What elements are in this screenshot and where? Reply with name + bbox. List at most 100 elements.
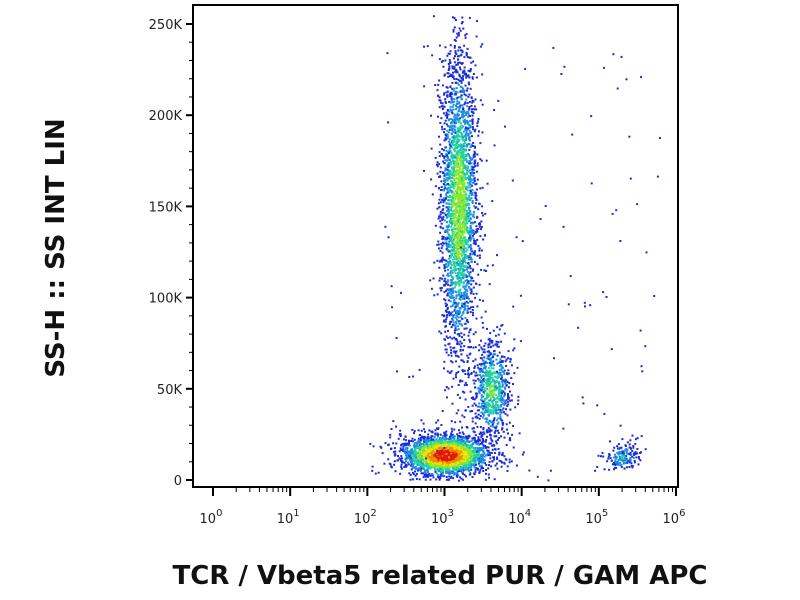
event-dot [434, 470, 437, 473]
event-dot [450, 326, 453, 329]
event-dot [467, 372, 470, 375]
event-dot [445, 248, 448, 251]
event-dot [437, 473, 440, 476]
event-dot [466, 121, 469, 124]
event-dot [456, 341, 459, 344]
event-dot [431, 474, 434, 477]
event-dot [473, 453, 476, 456]
event-dot [445, 178, 448, 181]
event-dot [458, 309, 461, 312]
event-dot [441, 105, 444, 108]
event-dot [405, 457, 408, 460]
event-dot [437, 202, 440, 205]
event-dot [420, 455, 423, 457]
event-dot [467, 213, 470, 216]
event-dot [469, 466, 472, 469]
event-dot [447, 449, 450, 452]
event-dot [460, 274, 463, 277]
event-dot [457, 333, 460, 335]
event-dot [464, 223, 467, 226]
event-dot [448, 460, 450, 463]
event-dot [465, 72, 468, 75]
event-dot [432, 452, 435, 454]
event-dot [471, 269, 474, 272]
event-dot [446, 90, 449, 93]
event-dot [451, 111, 453, 114]
event-dot [462, 243, 465, 246]
event-dot [462, 274, 465, 277]
event-dot [493, 458, 496, 461]
event-dot [468, 83, 471, 86]
event-dot [471, 309, 474, 311]
event-dot [480, 436, 483, 439]
event-dot [470, 162, 473, 165]
event-dot [459, 163, 462, 166]
event-dot [450, 163, 452, 166]
event-dot [470, 258, 473, 261]
event-dot [459, 187, 462, 190]
event-dot [429, 437, 432, 440]
event-dot [468, 238, 471, 241]
event-dot [418, 458, 421, 461]
event-dot [422, 422, 425, 425]
event-dot [429, 461, 432, 464]
event-dot [434, 156, 437, 159]
event-dot [456, 151, 458, 154]
event-dot [473, 153, 476, 156]
event-dot [461, 199, 464, 202]
event-dot [437, 419, 440, 422]
event-dot [463, 448, 466, 451]
event-dot [448, 93, 451, 96]
event-dot [444, 330, 447, 333]
event-dot [449, 284, 452, 287]
event-dot [484, 454, 487, 457]
event-dot [435, 478, 438, 481]
event-dot [468, 219, 471, 222]
event-dot [443, 180, 446, 183]
event-dot [449, 184, 452, 187]
event-dot [460, 62, 463, 65]
event-dot [443, 128, 446, 131]
event-dot [440, 456, 443, 459]
event-dot [411, 458, 414, 461]
event-dot [452, 201, 455, 204]
event-dot [456, 467, 459, 469]
event-dot [463, 56, 466, 59]
event-dot [454, 462, 457, 465]
event-dot [456, 449, 458, 452]
event-dot [457, 144, 460, 147]
event-dot [371, 469, 374, 472]
event-dot [445, 452, 448, 455]
event-dot [447, 199, 450, 202]
event-dot [464, 322, 467, 325]
event-dot [462, 245, 465, 248]
event-dot [468, 169, 471, 172]
event-dot [479, 235, 482, 238]
event-dot [417, 453, 420, 456]
event-dot [470, 468, 473, 471]
event-dot [424, 469, 426, 472]
event-dot [449, 91, 452, 94]
event-dot [449, 126, 452, 129]
event-dot [397, 459, 400, 462]
event-dot [443, 319, 446, 322]
event-dot [457, 202, 459, 205]
event-dot [465, 137, 468, 140]
event-dot [455, 216, 458, 219]
event-dot [422, 456, 425, 459]
event-dot [461, 472, 464, 475]
event-dot [483, 269, 486, 272]
event-dot [448, 235, 451, 238]
event-dot [461, 98, 463, 101]
event-dot [453, 211, 456, 214]
event-dot [441, 452, 444, 455]
event-dot [446, 221, 448, 224]
event-dot [447, 208, 450, 211]
event-dot [466, 102, 469, 105]
event-dot [489, 457, 492, 460]
event-dot [438, 106, 441, 109]
event-dot [444, 187, 447, 189]
event-dot [473, 211, 475, 213]
event-dot [463, 184, 466, 187]
event-dot [469, 87, 472, 90]
